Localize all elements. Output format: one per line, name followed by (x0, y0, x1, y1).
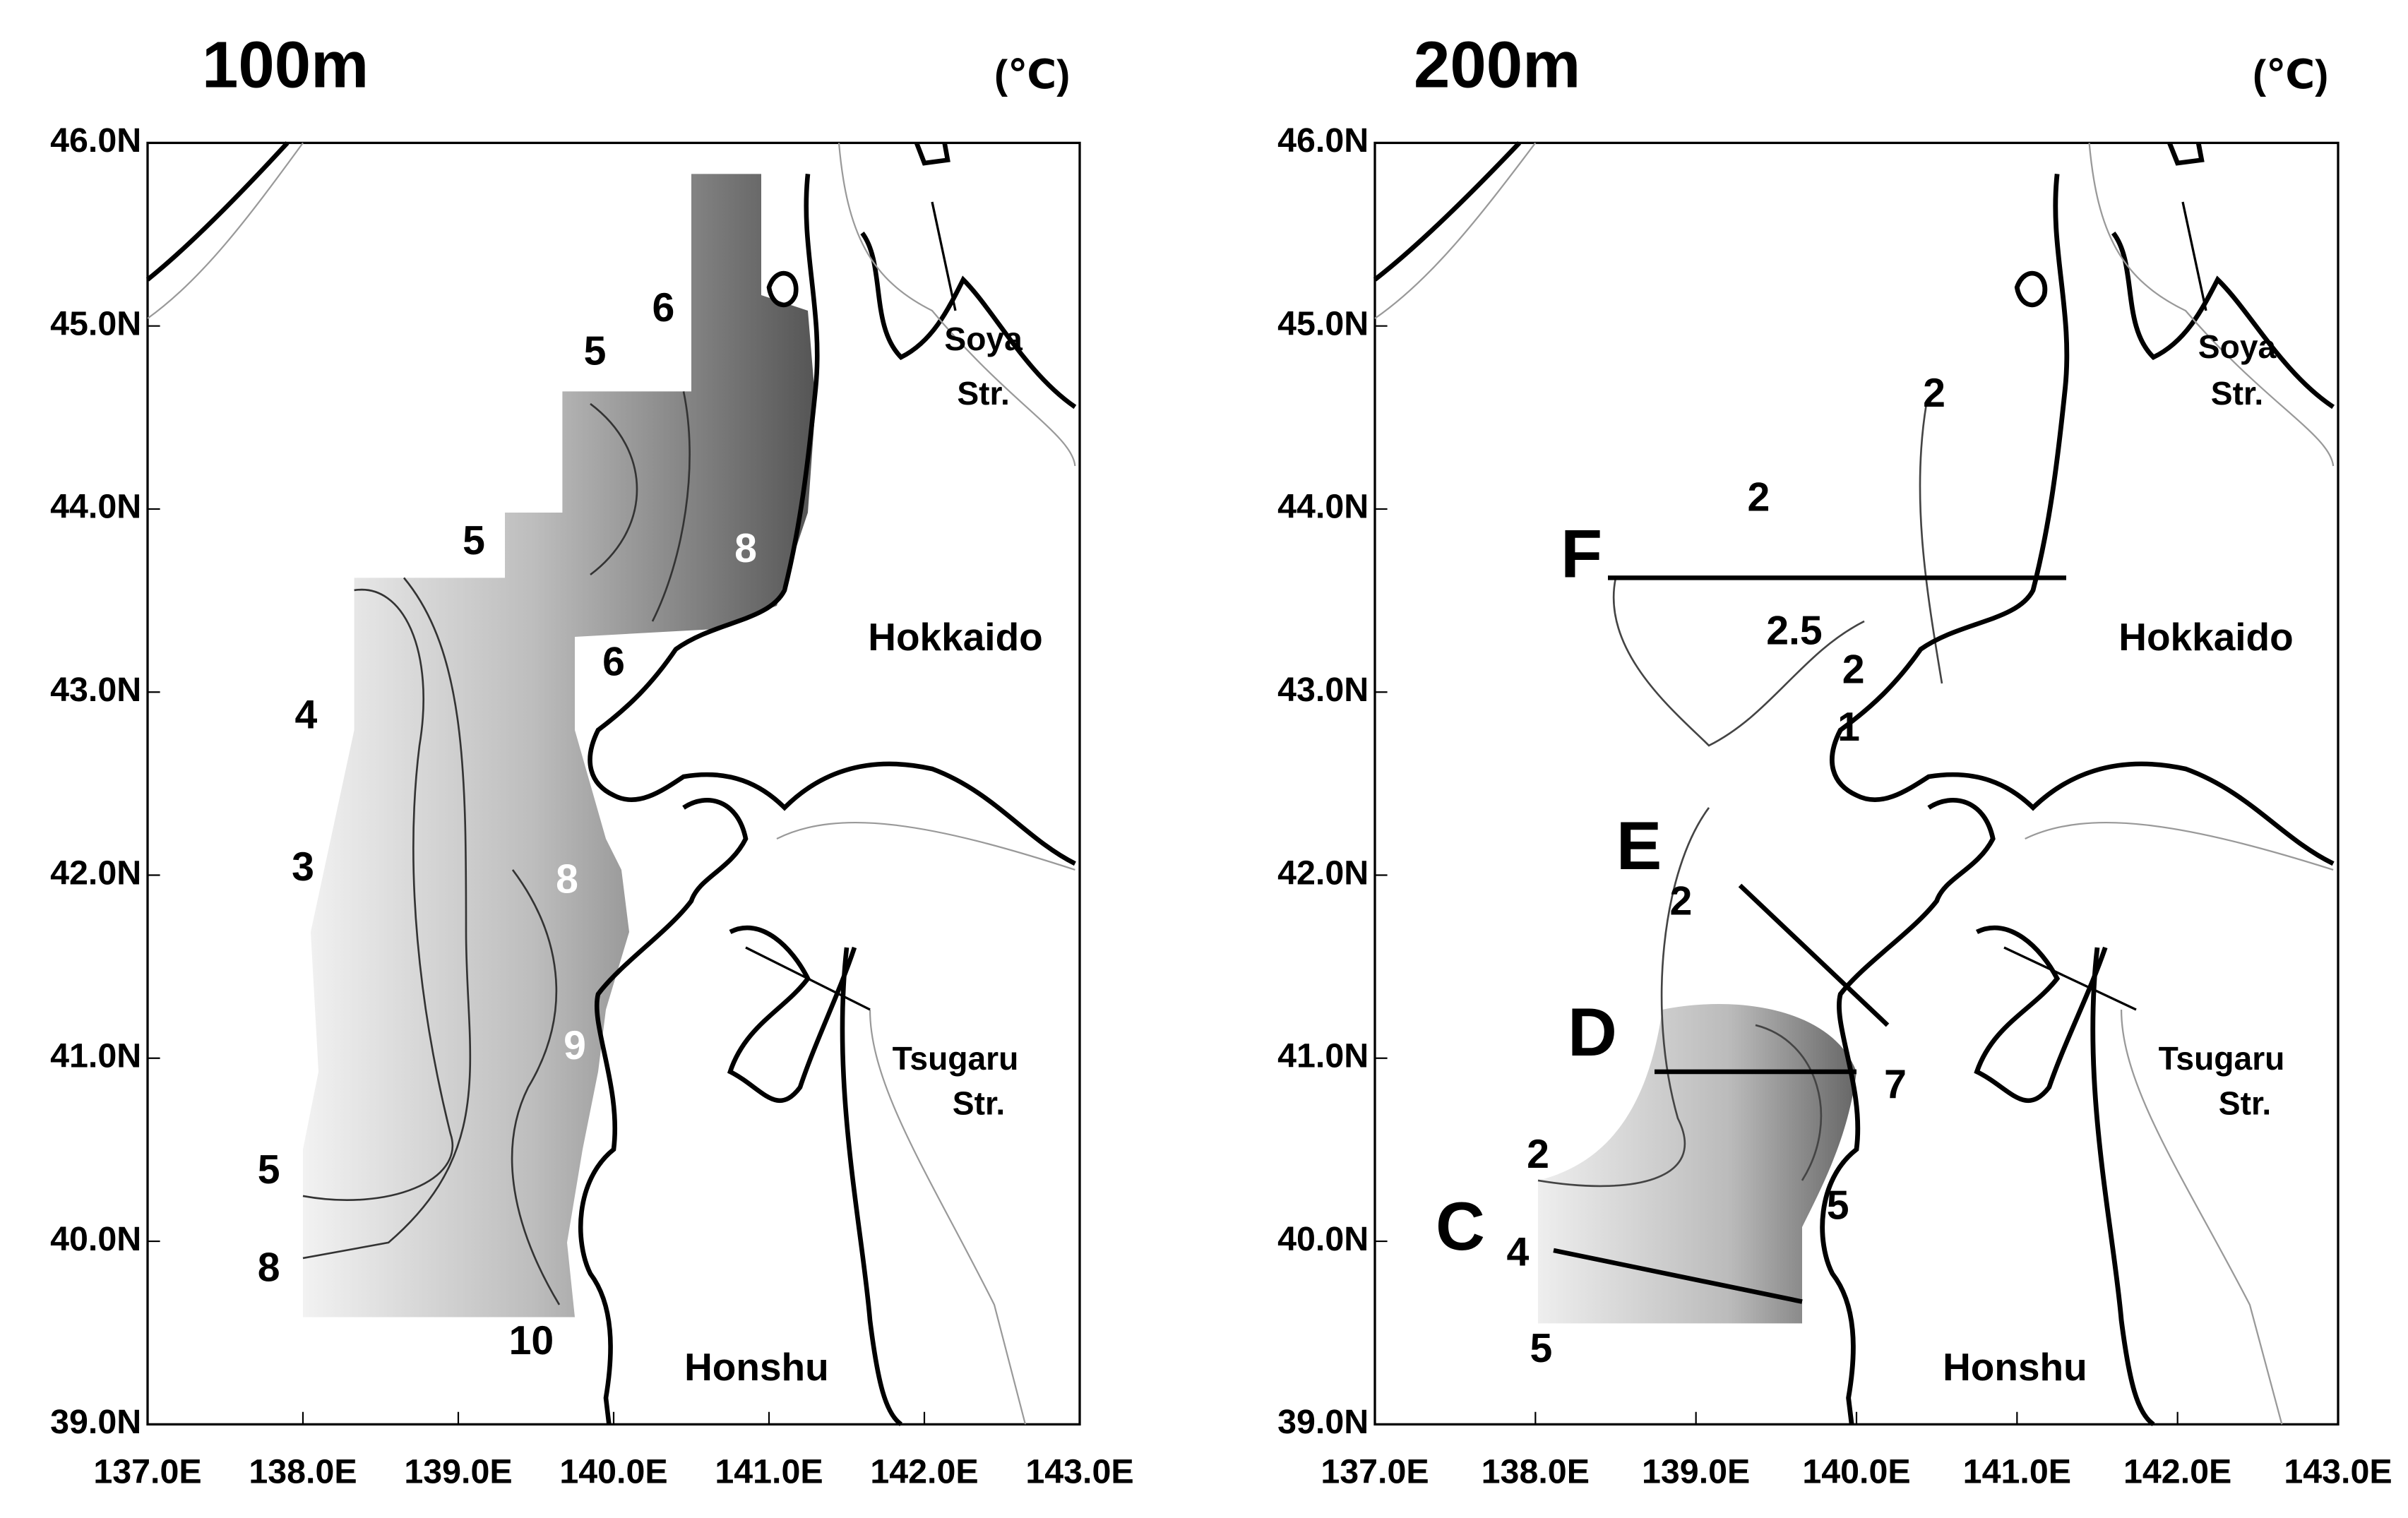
contour-label: 9 (564, 1023, 586, 1068)
x-tick-label: 138.0E (1482, 1453, 1590, 1491)
place-label: Hokkaido (868, 615, 1042, 659)
y-tick-label: 44.0N (1277, 488, 1369, 526)
y-tick-label: 40.0N (1277, 1220, 1369, 1258)
y-tick-label: 42.0N (1277, 854, 1369, 892)
section-label: D (1568, 993, 1617, 1070)
x-tick-label: 137.0E (1321, 1453, 1429, 1491)
section-line (1553, 1248, 1803, 1304)
arrow (931, 201, 957, 311)
y-tick-label: 43.0N (1277, 671, 1369, 709)
x-tick-label: 143.0E (1025, 1453, 1133, 1491)
contour-label: 5 (463, 518, 485, 563)
place-label: Tsugaru (893, 1040, 1019, 1077)
contour-label: 10 (509, 1318, 554, 1363)
place-label: Honshu (1943, 1345, 2087, 1389)
x-tick-label: 140.0E (559, 1453, 667, 1491)
place-label: Tsugaru (2159, 1040, 2285, 1077)
section-label: F (1561, 515, 1602, 592)
isotherms (302, 391, 691, 1305)
place-label: Hokkaido (2118, 615, 2293, 659)
contour-label: 2 (1669, 878, 1692, 924)
x-tick-label: 141.0E (715, 1453, 823, 1491)
x-tick-label: 141.0E (1963, 1453, 2071, 1491)
arrow (2003, 946, 2137, 1011)
y-tick-label: 41.0N (1277, 1037, 1369, 1075)
place-label: Str. (2219, 1085, 2271, 1122)
y-tick-label: 46.0N (50, 121, 141, 160)
x-tick-label: 137.0E (93, 1453, 201, 1491)
contour-label: 1 (1837, 705, 1860, 750)
panel-200m: 200m (℃)137.0E 138.0E 139.0E 140.0E 141.0E 142… (1277, 28, 2392, 1490)
coastline (148, 143, 1075, 1424)
contour-label: 8 (258, 1245, 280, 1291)
contour-label: 4 (294, 692, 317, 737)
contour-label: 6 (652, 285, 674, 330)
panel-title: 200m (1414, 28, 1580, 101)
arrow (745, 946, 871, 1011)
contour-label: 8 (556, 857, 578, 902)
temperature-shading (303, 174, 816, 1317)
contour-label: 4 (1506, 1230, 1529, 1275)
section-label: C (1436, 1188, 1485, 1265)
section-line (1738, 883, 1890, 1027)
y-tick-label: 45.0N (1277, 304, 1369, 342)
y-tick-label: 40.0N (50, 1220, 141, 1258)
contour-label: 6 (602, 640, 625, 685)
place-label: Honshu (684, 1345, 829, 1389)
y-tick-label: 39.0N (50, 1403, 141, 1441)
unit-label: (℃) (994, 52, 1070, 97)
contour-label: 7 (1884, 1062, 1907, 1107)
contour-label: 3 (292, 844, 314, 890)
y-tick-label: 44.0N (50, 488, 141, 526)
unit-label: (℃) (2253, 52, 2328, 97)
x-tick-label: 139.0E (404, 1453, 512, 1491)
y-tick-label: 43.0N (50, 671, 141, 709)
y-tick-label: 45.0N (50, 304, 141, 342)
y-tick-label: 46.0N (1277, 121, 1369, 160)
place-label: Str. (957, 375, 1009, 412)
place-label: Str. (953, 1085, 1005, 1122)
contour-label: 2.5 (1766, 609, 1823, 654)
contour-label: 2 (1923, 371, 1945, 416)
place-label: Soya (2198, 328, 2277, 365)
temperature-shading (1538, 1004, 1856, 1324)
x-tick-label: 139.0E (1642, 1453, 1750, 1491)
contour-label: 2 (1747, 474, 1770, 520)
arrow (2181, 201, 2207, 311)
contour-label: 5 (1530, 1326, 1552, 1371)
y-tick-label: 39.0N (1277, 1403, 1369, 1441)
y-tick-label: 41.0N (50, 1037, 141, 1075)
x-tick-label: 142.0E (870, 1453, 978, 1491)
panel-title: 100m (202, 28, 369, 101)
isotherms (1537, 403, 1943, 1188)
y-tick-label: 42.0N (50, 854, 141, 892)
section-label: E (1616, 807, 1662, 884)
x-tick-label: 142.0E (2123, 1453, 2231, 1491)
x-tick-label: 140.0E (1802, 1453, 1910, 1491)
contour-label: 5 (1827, 1183, 1849, 1229)
map-frame (146, 141, 1081, 1426)
panel-100m: 100m (℃) 137.0E 138.0E 139.0E 140.0E 141.0E 142… (50, 28, 1134, 1490)
x-tick-label: 143.0E (2284, 1453, 2392, 1491)
contour-label: 2 (1527, 1132, 1549, 1177)
place-label: Soya (944, 321, 1023, 357)
contour-label: 2 (1842, 647, 1865, 693)
contour-label: 5 (584, 329, 607, 374)
place-label: Str. (2211, 375, 2263, 412)
x-tick-label: 138.0E (249, 1453, 357, 1491)
contour-label: 8 (734, 526, 757, 571)
contour-label: 5 (258, 1147, 280, 1193)
